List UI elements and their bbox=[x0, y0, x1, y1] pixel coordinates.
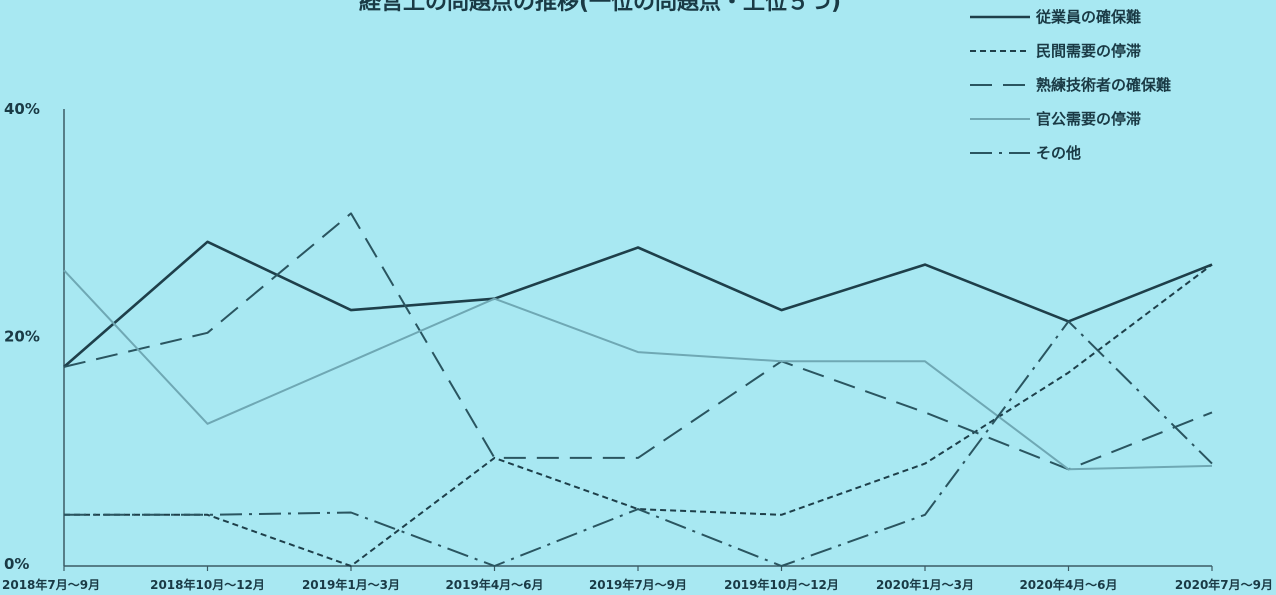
x-tick-label: 2018年10月～12月 bbox=[150, 577, 265, 592]
series-line-3 bbox=[63, 212, 1213, 471]
x-tick-label: 2018年7月～9月 bbox=[2, 577, 100, 592]
series-line-5 bbox=[64, 320, 1213, 567]
series-line-4 bbox=[63, 269, 1213, 471]
legend-label: 熟練技術者の確保難 bbox=[1036, 76, 1171, 94]
x-tick-label: 2020年1月～3月 bbox=[876, 577, 974, 592]
legend-label: その他 bbox=[1036, 144, 1081, 162]
series-line-2 bbox=[64, 263, 1213, 567]
legend-label: 民間需要の停滞 bbox=[1036, 42, 1141, 60]
series-line-1 bbox=[63, 240, 1213, 368]
x-tick-label: 2019年1月～3月 bbox=[302, 577, 400, 592]
x-tick-label: 2019年4月～6月 bbox=[445, 577, 543, 592]
y-tick-label: 20% bbox=[4, 328, 40, 346]
axes: 0% 20% 40% 2018年7月～9月 2018年10月～12月 2019年1月～3月… bbox=[2, 100, 1273, 592]
series-layer bbox=[63, 212, 1213, 567]
x-tick-label: 2019年10月～12月 bbox=[724, 577, 839, 592]
y-tick-label: 0% bbox=[4, 555, 29, 573]
x-tick-label: 2020年7月～9月 bbox=[1175, 577, 1273, 592]
y-tick-label: 40% bbox=[4, 100, 40, 118]
x-tick-label: 2020年4月～6月 bbox=[1019, 577, 1117, 592]
chart-title: 経営上の問題点の推移(一位の問題点・上位５つ) bbox=[359, 0, 841, 15]
x-tick-label: 2019年7月～9月 bbox=[589, 577, 687, 592]
legend-label: 従業員の確保難 bbox=[1035, 8, 1141, 26]
legend-label: 官公需要の停滞 bbox=[1036, 110, 1141, 128]
